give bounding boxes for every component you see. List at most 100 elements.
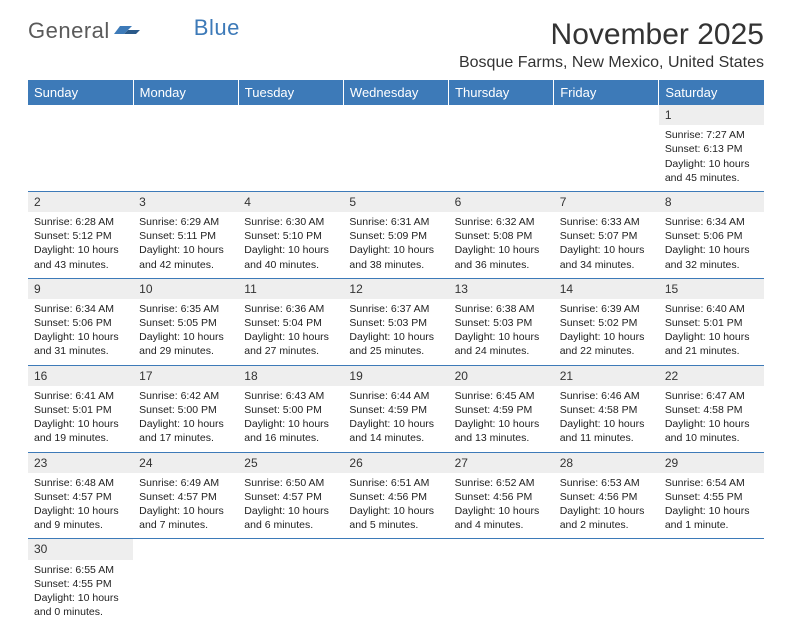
calendar-cell xyxy=(343,105,448,191)
sunrise-text: Sunrise: 6:34 AM xyxy=(665,215,758,229)
calendar-cell xyxy=(28,105,133,191)
page-title: November 2025 xyxy=(459,18,764,52)
calendar-week: 16 Sunrise: 6:41 AMSunset: 5:01 PM Dayligh… xyxy=(28,365,764,452)
daylight-text: Daylight: 10 hours and 16 minutes. xyxy=(244,417,337,445)
sunset-text: Sunset: 5:02 PM xyxy=(560,316,653,330)
calendar-cell: 23Sunrise: 6:48 AMSunset: 4:57 PMDayligh… xyxy=(28,452,133,539)
sunrise-text: Sunrise: 6:36 AM xyxy=(244,302,337,316)
sunrise-text: Sunrise: 6:31 AM xyxy=(349,215,442,229)
sunrise-text: Sunrise: 6:42 AM xyxy=(139,389,232,403)
day-header: Saturday xyxy=(659,80,764,105)
calendar-cell: 18 Sunrise: 6:43 AMSunset: 5:00 PMDayligh… xyxy=(238,365,343,452)
sunrise-text: Sunrise: 6:52 AM xyxy=(455,476,548,490)
day-number: 13 xyxy=(449,279,554,299)
calendar-cell: 25Sunrise: 6:50 AMSunset: 4:57 PMDayligh… xyxy=(238,452,343,539)
sunset-text: Sunset: 5:11 PM xyxy=(139,229,232,243)
calendar-cell: 16Sunrise: 6:41 AMSunset: 5:01 PMDayligh… xyxy=(28,365,133,452)
daylight-text: Daylight: 10 hours and 27 minutes. xyxy=(244,330,337,358)
daylight-text: Daylight: 10 hours and 43 minutes. xyxy=(34,243,127,271)
day-number: 8 xyxy=(659,192,764,212)
day-header: Monday xyxy=(133,80,238,105)
calendar-cell: 28Sunrise: 6:53 AMSunset: 4:56 PMDayligh… xyxy=(554,452,659,539)
daylight-text: Daylight: 10 hours and 7 minutes. xyxy=(139,504,232,532)
sunrise-text: Sunrise: 6:28 AM xyxy=(34,215,127,229)
sunrise-text: Sunrise: 6:43 AM xyxy=(244,389,337,403)
sunrise-text: Sunrise: 6:38 AM xyxy=(455,302,548,316)
calendar-cell: 10Sunrise: 6:35 AMSunset: 5:05 PMDayligh… xyxy=(133,278,238,365)
day-number: 3 xyxy=(133,192,238,212)
daylight-text: Daylight: 10 hours and 0 minutes. xyxy=(34,591,127,619)
flag-icon xyxy=(114,18,140,44)
sunrise-text: Sunrise: 6:54 AM xyxy=(665,476,758,490)
sunset-text: Sunset: 5:00 PM xyxy=(244,403,337,417)
sunrise-text: Sunrise: 6:53 AM xyxy=(560,476,653,490)
sunset-text: Sunset: 5:08 PM xyxy=(455,229,548,243)
sunrise-text: Sunrise: 6:30 AM xyxy=(244,215,337,229)
day-number: 16 xyxy=(28,366,133,386)
sunset-text: Sunset: 4:56 PM xyxy=(560,490,653,504)
daylight-text: Daylight: 10 hours and 1 minute. xyxy=(665,504,758,532)
sunset-text: Sunset: 4:56 PM xyxy=(455,490,548,504)
calendar-cell xyxy=(238,105,343,191)
day-number: 29 xyxy=(659,453,764,473)
calendar-cell: 27Sunrise: 6:52 AMSunset: 4:56 PMDayligh… xyxy=(449,452,554,539)
day-header-row: SundayMondayTuesdayWednesdayThursdayFrid… xyxy=(28,80,764,105)
calendar-week: 30Sunrise: 6:55 AMSunset: 4:55 PMDayligh… xyxy=(28,539,764,625)
daylight-text: Daylight: 10 hours and 36 minutes. xyxy=(455,243,548,271)
day-header: Sunday xyxy=(28,80,133,105)
calendar-table: SundayMondayTuesdayWednesdayThursdayFrid… xyxy=(28,80,764,625)
sunset-text: Sunset: 5:01 PM xyxy=(34,403,127,417)
daylight-text: Daylight: 10 hours and 9 minutes. xyxy=(34,504,127,532)
calendar-week: 23Sunrise: 6:48 AMSunset: 4:57 PMDayligh… xyxy=(28,452,764,539)
daylight-text: Daylight: 10 hours and 6 minutes. xyxy=(244,504,337,532)
sunrise-text: Sunrise: 6:45 AM xyxy=(455,389,548,403)
sunset-text: Sunset: 6:13 PM xyxy=(665,142,758,156)
sunset-text: Sunset: 4:55 PM xyxy=(34,577,127,591)
sunrise-text: Sunrise: 6:35 AM xyxy=(139,302,232,316)
calendar-cell: 24Sunrise: 6:49 AMSunset: 4:57 PMDayligh… xyxy=(133,452,238,539)
calendar-cell xyxy=(554,539,659,625)
calendar-cell: 3Sunrise: 6:29 AMSunset: 5:11 PMDaylight… xyxy=(133,191,238,278)
calendar-cell: 4Sunrise: 6:30 AMSunset: 5:10 PMDaylight… xyxy=(238,191,343,278)
daylight-text: Daylight: 10 hours and 11 minutes. xyxy=(560,417,653,445)
sunset-text: Sunset: 5:10 PM xyxy=(244,229,337,243)
sunset-text: Sunset: 5:05 PM xyxy=(139,316,232,330)
calendar-cell: 2Sunrise: 6:28 AMSunset: 5:12 PMDaylight… xyxy=(28,191,133,278)
sunrise-text: Sunrise: 6:41 AM xyxy=(34,389,127,403)
sunrise-text: Sunrise: 6:29 AM xyxy=(139,215,232,229)
calendar-week: 9Sunrise: 6:34 AMSunset: 5:06 PMDaylight… xyxy=(28,278,764,365)
daylight-text: Daylight: 10 hours and 22 minutes. xyxy=(560,330,653,358)
sunrise-text: Sunrise: 6:46 AM xyxy=(560,389,653,403)
day-number: 18 xyxy=(238,366,343,386)
calendar-cell xyxy=(554,105,659,191)
day-number: 19 xyxy=(343,366,448,386)
sunrise-text: Sunrise: 6:33 AM xyxy=(560,215,653,229)
daylight-text: Daylight: 10 hours and 38 minutes. xyxy=(349,243,442,271)
sunrise-text: Sunrise: 6:48 AM xyxy=(34,476,127,490)
daylight-text: Daylight: 10 hours and 10 minutes. xyxy=(665,417,758,445)
calendar-cell: 5Sunrise: 6:31 AMSunset: 5:09 PMDaylight… xyxy=(343,191,448,278)
calendar-cell: 13 Sunrise: 6:38 AMSunset: 5:03 PMDayligh… xyxy=(449,278,554,365)
calendar-cell: 6Sunrise: 6:32 AMSunset: 5:08 PMDaylight… xyxy=(449,191,554,278)
daylight-text: Daylight: 10 hours and 21 minutes. xyxy=(665,330,758,358)
calendar-cell xyxy=(449,539,554,625)
sunset-text: Sunset: 4:58 PM xyxy=(665,403,758,417)
day-number: 7 xyxy=(554,192,659,212)
daylight-text: Daylight: 10 hours and 24 minutes. xyxy=(455,330,548,358)
location-text: Bosque Farms, New Mexico, United States xyxy=(459,54,764,72)
sunrise-text: Sunrise: 6:44 AM xyxy=(349,389,442,403)
sunset-text: Sunset: 5:03 PM xyxy=(455,316,548,330)
sunrise-text: Sunrise: 6:55 AM xyxy=(34,563,127,577)
day-header: Friday xyxy=(554,80,659,105)
calendar-cell: 8Sunrise: 6:34 AMSunset: 5:06 PMDaylight… xyxy=(659,191,764,278)
day-number: 5 xyxy=(343,192,448,212)
day-number: 20 xyxy=(449,366,554,386)
sunrise-text: Sunrise: 6:51 AM xyxy=(349,476,442,490)
sunrise-text: Sunrise: 6:49 AM xyxy=(139,476,232,490)
sunset-text: Sunset: 4:57 PM xyxy=(244,490,337,504)
day-number: 21 xyxy=(554,366,659,386)
calendar-cell xyxy=(659,539,764,625)
sunset-text: Sunset: 5:06 PM xyxy=(34,316,127,330)
daylight-text: Daylight: 10 hours and 5 minutes. xyxy=(349,504,442,532)
day-number: 14 xyxy=(554,279,659,299)
